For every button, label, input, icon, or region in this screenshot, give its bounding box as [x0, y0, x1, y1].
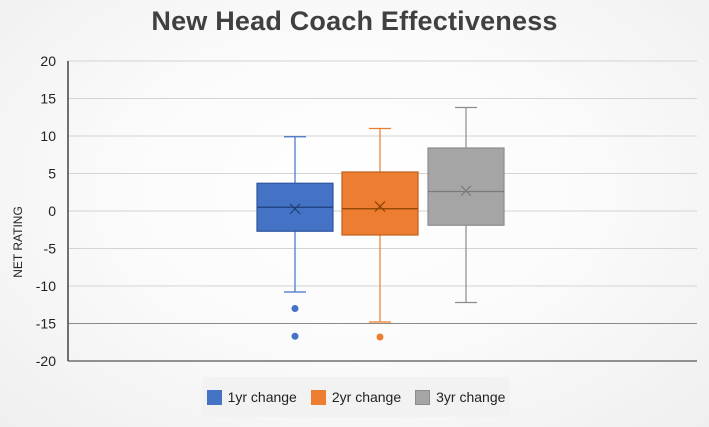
y-tick-label: 20	[40, 53, 56, 69]
box-2	[341, 127, 419, 341]
box-3	[427, 106, 505, 304]
outlier-point	[376, 333, 384, 341]
y-tick-label: 5	[48, 166, 56, 182]
chart-legend: 1yr change 2yr change 3yr change	[203, 377, 509, 417]
chart-title: New Head Coach Effectiveness	[151, 6, 558, 36]
y-tick-label: -15	[36, 316, 56, 332]
gridlines	[68, 60, 697, 362]
mean-marker	[374, 201, 386, 212]
outlier-point	[291, 305, 299, 312]
box-1	[256, 136, 334, 340]
legend-label-3yr: 3yr change	[436, 389, 506, 405]
legend-label-1yr: 1yr change	[227, 389, 297, 405]
legend-swatch-1yr	[206, 389, 222, 405]
box-iqr	[427, 147, 505, 226]
y-tick-label: -10	[36, 278, 56, 294]
box-series-group	[256, 106, 505, 341]
y-tick-label: 15	[40, 91, 56, 107]
legend-item-1yr[interactable]: 1yr change	[206, 389, 297, 405]
y-axis-title: NET RATING	[11, 206, 25, 278]
mean-marker	[460, 185, 472, 197]
legend-item-3yr[interactable]: 3yr change	[415, 389, 505, 405]
y-tick-label: 0	[48, 203, 56, 219]
legend-item-2yr[interactable]: 2yr change	[310, 389, 402, 405]
legend-swatch-2yr	[310, 389, 326, 405]
y-tick-label: -5	[44, 241, 57, 257]
y-tick-label: -20	[36, 353, 56, 369]
outlier-point	[291, 332, 299, 340]
legend-label-2yr: 2yr change	[331, 389, 402, 405]
box-iqr	[341, 171, 419, 236]
mean-marker	[289, 203, 301, 215]
y-axis: 20 15 10 5 0 -5 -10 -15 -20	[36, 53, 69, 369]
y-tick-label: 10	[40, 128, 56, 144]
legend-swatch-3yr	[415, 389, 431, 405]
